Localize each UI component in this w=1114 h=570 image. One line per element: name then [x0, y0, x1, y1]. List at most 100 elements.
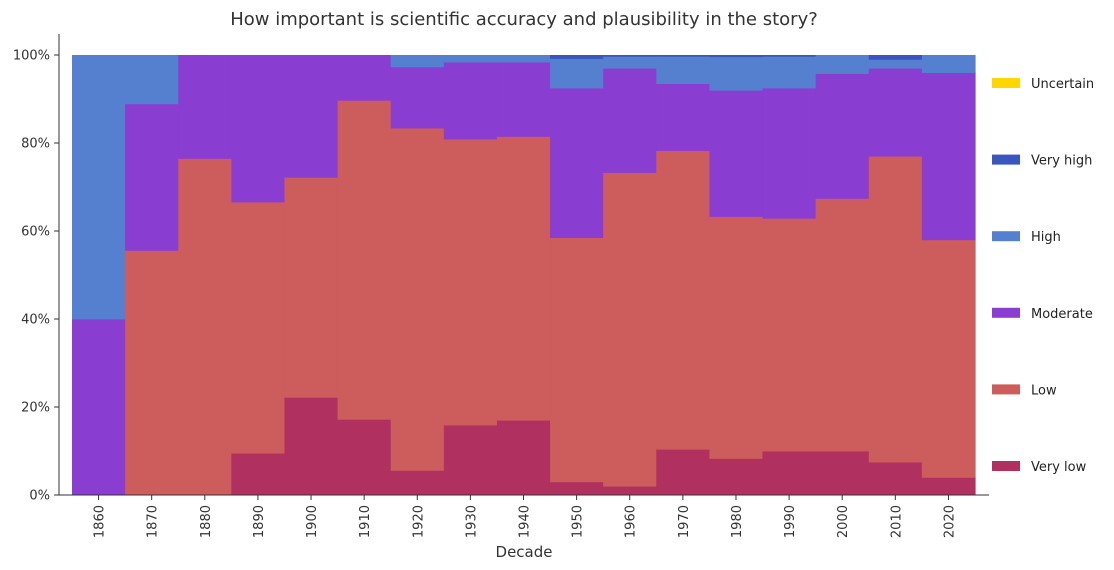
segment-very-low-1930	[443, 425, 498, 496]
segment-moderate-2000	[815, 73, 870, 199]
segment-moderate-1880	[178, 55, 232, 159]
segment-high-1940	[496, 55, 551, 63]
segment-high-1980	[709, 56, 764, 91]
legend: Uncertain Very high High Moderate Low Very lo…	[992, 77, 1094, 475]
segment-moderate-1910	[337, 55, 392, 101]
segment-moderate-1860	[72, 319, 126, 496]
segment-high-1950	[550, 58, 604, 89]
x-tick-label: 1950	[571, 505, 586, 538]
x-tick-labels: 1860 1870 1880 1890 1900 1910 1920 1930 1940 1950…	[93, 495, 957, 538]
legend-label-moderate: Moderate	[1031, 307, 1093, 322]
legend-label-low: Low	[1031, 383, 1057, 398]
segment-moderate-1960	[603, 68, 657, 173]
segment-very-low-1920	[390, 470, 445, 496]
segment-very-high-1970	[656, 55, 711, 57]
y-tick-labels: 0% 20% 40% 60% 80% 100%	[13, 49, 59, 504]
segment-moderate-1980	[709, 90, 764, 217]
legend-label-very-low: Very low	[1031, 460, 1087, 475]
segment-moderate-1940	[496, 62, 551, 137]
segment-moderate-1990	[762, 88, 817, 219]
y-tick-label: 60%	[21, 225, 50, 240]
segment-low-1970	[656, 150, 711, 450]
segment-very-low-1970	[656, 449, 711, 496]
x-tick-label: 1930	[464, 505, 479, 538]
x-tick-label: 1890	[252, 505, 267, 538]
legend-label-very-high: Very high	[1031, 154, 1092, 169]
segment-very-low-2010	[868, 462, 923, 496]
segment-low-1890	[231, 201, 286, 454]
x-tick-label: 1940	[518, 505, 533, 538]
segment-high-2010	[868, 59, 923, 69]
segment-low-1950	[550, 237, 604, 483]
segment-very-low-1890	[231, 453, 286, 496]
y-tick-label: 80%	[21, 137, 50, 152]
x-tick-label: 2000	[836, 505, 851, 538]
legend-swatch-uncertain	[992, 78, 1020, 88]
x-tick-label: 1990	[783, 505, 798, 538]
x-tick-label: 1970	[677, 505, 692, 538]
segment-high-1930	[443, 55, 498, 63]
segment-moderate-1890	[231, 55, 286, 203]
segment-low-1870	[125, 250, 179, 496]
segment-very-high-2010	[868, 55, 923, 60]
x-tick-label: 1880	[199, 505, 214, 538]
legend-swatch-high	[992, 231, 1020, 242]
segment-very-low-1990	[762, 451, 817, 496]
x-tick-label: 1960	[624, 505, 639, 538]
x-tick-label: 2010	[889, 505, 904, 538]
x-tick-label: 1910	[358, 505, 373, 538]
segment-high-1970	[656, 56, 711, 84]
segment-low-2010	[868, 156, 923, 463]
y-tick-label: 100%	[13, 49, 50, 64]
segment-low-1880	[178, 158, 232, 496]
segment-high-1920	[390, 55, 445, 68]
x-tick-label: 1980	[730, 505, 745, 538]
segment-low-1960	[603, 172, 657, 487]
segment-high-1860	[72, 55, 126, 320]
y-tick-label: 20%	[21, 401, 50, 416]
segment-high-1990	[762, 56, 817, 89]
segment-low-2000	[815, 198, 870, 452]
segment-moderate-2010	[868, 68, 923, 157]
segment-very-low-1940	[496, 420, 551, 496]
segment-moderate-2020	[921, 72, 976, 241]
segment-moderate-1970	[656, 83, 711, 151]
y-tick-label: 0%	[29, 489, 50, 504]
segment-very-high-1990	[762, 55, 817, 57]
segment-low-1940	[496, 136, 551, 421]
segment-high-2000	[815, 55, 870, 74]
legend-swatch-moderate	[992, 307, 1020, 318]
segment-low-1920	[390, 128, 445, 471]
segment-very-low-2000	[815, 451, 870, 496]
segment-high-1870	[125, 55, 179, 105]
segment-moderate-1870	[125, 103, 179, 251]
segment-moderate-1930	[443, 62, 498, 140]
segment-moderate-1900	[284, 55, 339, 178]
segment-low-1930	[443, 139, 498, 426]
chart-title: How important is scientific accuracy and…	[230, 9, 818, 30]
segment-high-1960	[603, 56, 657, 69]
legend-swatch-very-low	[992, 461, 1020, 471]
segment-moderate-1950	[550, 88, 604, 238]
segment-moderate-1920	[390, 66, 445, 129]
x-tick-label: 1870	[146, 505, 161, 538]
plot-area	[72, 55, 976, 496]
segment-high-2020	[921, 55, 976, 73]
segment-very-low-2020	[921, 477, 976, 496]
segment-very-low-1910	[337, 419, 392, 496]
y-tick-label: 40%	[21, 313, 50, 328]
legend-label-high: High	[1031, 230, 1061, 245]
x-tick-label: 1920	[411, 505, 426, 538]
segment-low-2020	[921, 239, 976, 478]
segment-low-1990	[762, 218, 817, 452]
segment-low-1900	[284, 177, 339, 398]
segment-low-1980	[709, 216, 764, 459]
segment-very-low-1900	[284, 397, 339, 496]
segment-low-1910	[337, 100, 392, 420]
segment-very-low-1980	[709, 458, 764, 496]
segment-very-high-1950	[550, 55, 604, 59]
segment-very-low-1960	[603, 486, 657, 496]
x-tick-label: 1900	[305, 505, 320, 538]
segment-very-low-1950	[550, 481, 604, 496]
